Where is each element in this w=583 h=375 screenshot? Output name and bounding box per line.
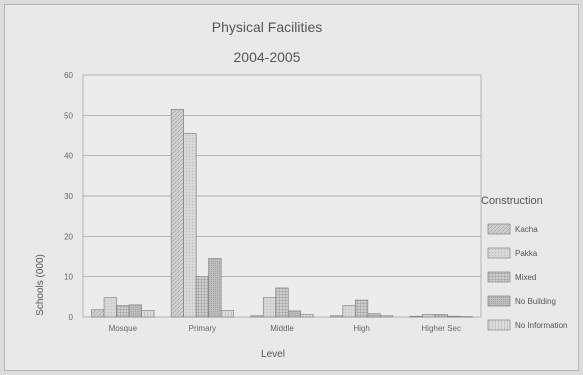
bar-mosque-no-information [141,310,155,318]
y-axis-label: Schools (000) [35,254,46,316]
bar-primary-pakka [183,133,197,318]
bar-higher-sec-no-information [459,316,473,318]
bar-primary-no-information [220,310,234,318]
bar-higher-sec-pakka [422,314,436,318]
gridlines [83,114,481,278]
y-tick-label: 20 [64,232,73,241]
legend-label: Mixed [515,273,536,282]
chart-svg: Physical Facilities 2004-2005 0 10 20 30 40 5… [35,19,567,360]
y-tick-label: 0 [69,313,74,322]
legend-swatch-no-building [487,295,511,307]
legend-label: Kacha [515,225,538,234]
bar-middle-no-information [300,314,314,318]
chart-frame: Physical Facilities 2004-2005 0 10 20 30 40 5… [4,4,579,371]
y-tick-labels: 0 10 20 30 40 50 60 [64,71,73,322]
x-tick-label: High [353,324,369,333]
bar-mosque-no-building [128,304,142,318]
bar-middle-no-building [287,310,302,318]
bar-high-pakka [342,305,356,318]
legend-label: No Building [515,297,556,306]
x-axis-label: Level [261,349,285,360]
legend-swatch-kacha [487,223,511,235]
bar-high-no-information [380,315,394,318]
bar-high-no-building [367,313,381,318]
bar-middle-kacha [250,315,264,318]
y-tick-label: 10 [64,273,73,282]
x-tick-label: Primary [189,324,217,333]
bar-mosque-pakka [103,297,117,318]
chart-subtitle: 2004-2005 [234,49,301,65]
bar-middle-pakka [262,297,277,318]
y-tick-label: 50 [64,111,73,120]
legend-title: Construction [481,195,543,207]
legend-swatch-no-information [487,319,511,331]
legend-label: Pakka [515,249,538,258]
bar-mosque-kacha [91,309,105,318]
y-tick-label: 60 [64,71,73,80]
bar-higher-sec-kacha [409,315,423,318]
chart-title: Physical Facilities [212,19,322,35]
bar-middle-mixed [275,287,289,318]
legend-swatch-pakka [487,247,511,259]
y-tick-label: 40 [64,152,73,161]
legend-label: No Information [515,321,567,330]
x-tick-label: Mosque [109,324,138,333]
legend: Kacha Pakka Mixed No Building No Information [487,223,567,331]
x-tick-label: Middle [270,324,294,333]
bar-high-kacha [330,315,344,318]
bar-mosque-mixed [116,305,130,318]
bar-high-mixed [355,299,369,318]
y-tick-label: 30 [64,192,73,201]
x-tick-label: Higher Sec [421,324,461,333]
bar-primary-no-building [208,258,222,318]
bar-higher-sec-no-building [447,315,461,318]
bar-higher-sec-mixed [434,314,448,318]
bar-primary-mixed [195,276,209,318]
bars [91,108,473,318]
bar-primary-kacha [170,108,184,318]
legend-swatch-mixed [487,271,511,283]
x-tick-labels: Mosque Primary Middle High Higher Sec [109,324,461,333]
